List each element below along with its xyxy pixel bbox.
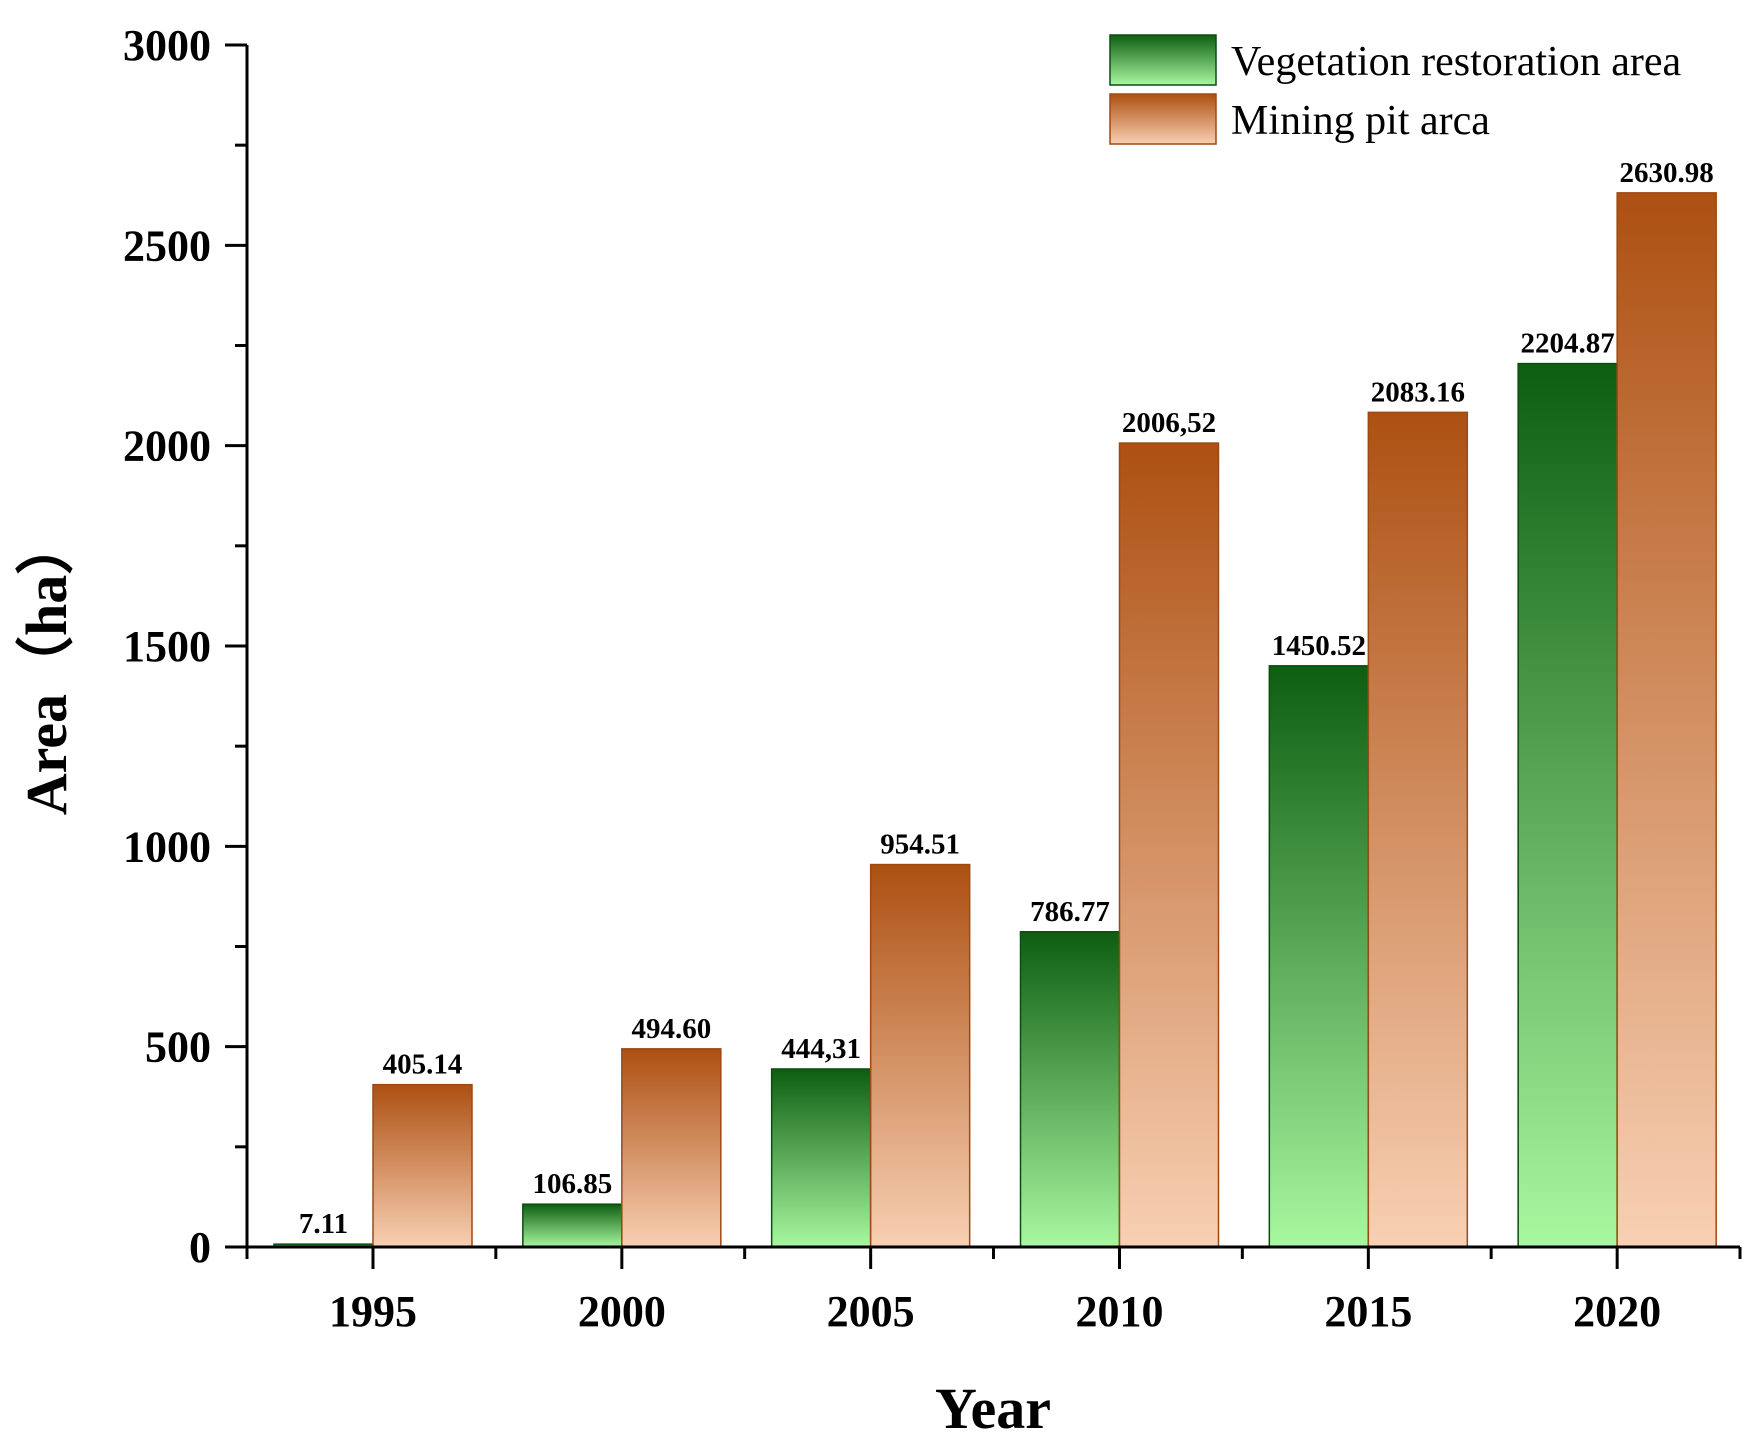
bar-mining-pit bbox=[1367, 411, 1469, 1248]
x-axis-title: Year bbox=[935, 1376, 1051, 1441]
x-tick-label: 2020 bbox=[1573, 1287, 1661, 1336]
bar-mining-pit bbox=[1616, 192, 1717, 1248]
bar-mining-pit bbox=[1118, 442, 1220, 1248]
data-label-vegetation: 106.85 bbox=[532, 1168, 612, 1200]
y-ticks-group: 0 500 1000 1500 2000 2500 3000 bbox=[123, 21, 247, 1272]
data-label-mining-pit: 2083.16 bbox=[1371, 376, 1465, 408]
y-tick-label: 0 bbox=[189, 1223, 211, 1272]
legend-label-vegetation: Vegetation restoration area bbox=[1231, 39, 1681, 85]
data-label-mining-pit: 405.14 bbox=[383, 1049, 463, 1081]
bars-group bbox=[273, 192, 1717, 1248]
data-label-mining-pit: 954.51 bbox=[880, 829, 960, 861]
bar-mining-pit bbox=[621, 1048, 722, 1248]
bar-mining-pit bbox=[372, 1083, 473, 1248]
y-tick-label: 1000 bbox=[123, 822, 211, 871]
y-tick-label: 2500 bbox=[123, 221, 211, 270]
x-tick-label: 2010 bbox=[1076, 1287, 1164, 1336]
x-tick-label: 2015 bbox=[1324, 1287, 1412, 1336]
data-label-mining-pit: 2006,52 bbox=[1122, 407, 1216, 439]
legend-swatch-mining-pit bbox=[1109, 93, 1217, 145]
x-ticks-group: 1995 2000 2005 2010 2015 2020 bbox=[245, 1247, 1742, 1336]
y-tick-label: 1500 bbox=[123, 622, 211, 671]
data-label-vegetation: 7.11 bbox=[299, 1208, 348, 1240]
data-label-vegetation: 1450.52 bbox=[1272, 630, 1366, 662]
x-tick-label: 2005 bbox=[827, 1287, 915, 1336]
x-tick-label: 2000 bbox=[578, 1287, 666, 1336]
bar-vegetation bbox=[1019, 931, 1121, 1248]
data-label-vegetation: 444,31 bbox=[781, 1033, 861, 1065]
bar-vegetation bbox=[1517, 362, 1618, 1248]
bar-vegetation bbox=[770, 1068, 872, 1248]
legend-swatch-vegetation bbox=[1109, 34, 1217, 86]
data-label-mining-pit: 2630.98 bbox=[1620, 157, 1714, 189]
legend-label-mining-pit: Mining pit arca bbox=[1231, 98, 1490, 144]
data-label-vegetation: 786.77 bbox=[1030, 896, 1110, 928]
y-tick-label: 3000 bbox=[123, 21, 211, 70]
data-labels-group: 7.11 106.85 444,31 786.77 1450.52 2204.87 405.… bbox=[299, 157, 1714, 1240]
y-tick-label: 2000 bbox=[123, 422, 211, 471]
data-label-mining-pit: 494.60 bbox=[631, 1013, 711, 1045]
bar-mining-pit bbox=[869, 863, 971, 1248]
data-label-vegetation: 2204.87 bbox=[1521, 328, 1615, 360]
y-tick-label: 500 bbox=[145, 1023, 211, 1072]
legend: Vegetation restoration area Mining pit a… bbox=[1109, 34, 1681, 145]
bar-vegetation bbox=[1268, 665, 1370, 1248]
x-tick-label: 1995 bbox=[329, 1287, 417, 1336]
bar-vegetation bbox=[522, 1203, 623, 1248]
y-axis-title: Area（ha） bbox=[14, 517, 79, 816]
